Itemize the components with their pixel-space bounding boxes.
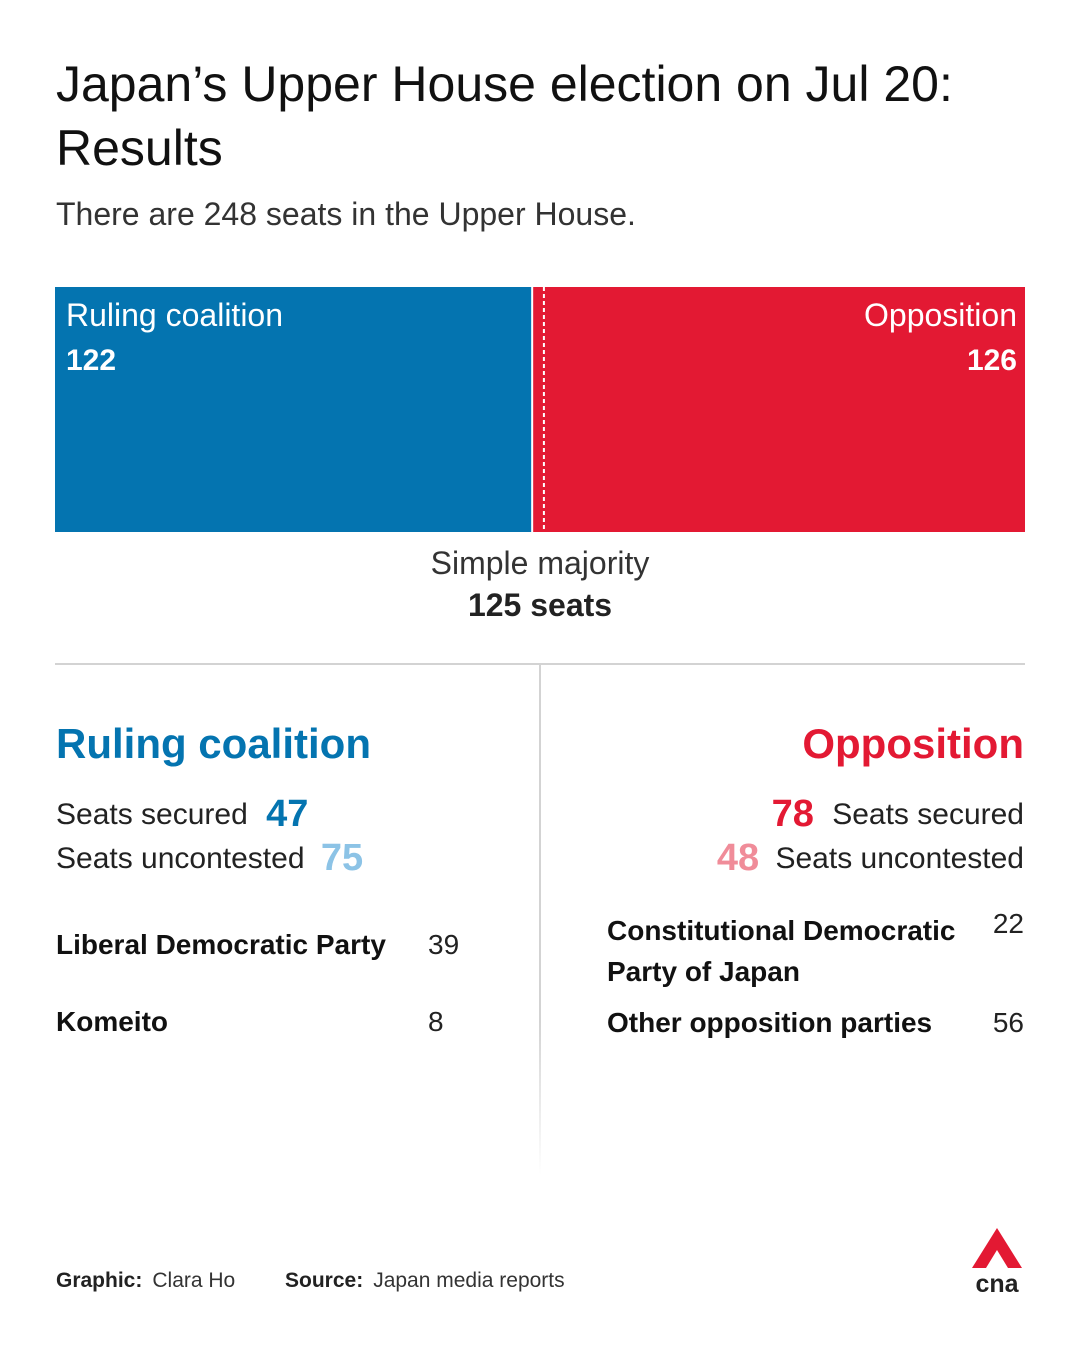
opposition-uncontested-value: 48	[716, 837, 760, 879]
party-komeito-seats: 8	[428, 1006, 444, 1037]
ruling-uncontested-value: 75	[320, 837, 364, 879]
chart-subtitle: There are 248 seats in the Upper House.	[56, 196, 636, 232]
source-credit-value: Japan media reports	[373, 1269, 565, 1292]
source-credit-label: Source:	[285, 1269, 364, 1292]
opposition-secured-row: 78 Seats secured	[772, 792, 1024, 837]
column-divider	[539, 665, 541, 1175]
source-credit: Source: Japan media reports	[285, 1267, 565, 1295]
party-cdp-name-line2: Party of Japan	[607, 956, 800, 987]
cna-logo-text: cna	[975, 1270, 1019, 1296]
party-cdp-name: Constitutional Democratic Party of Japan	[607, 910, 955, 992]
ruling-uncontested-label: Seats uncontested	[56, 842, 305, 875]
section-divider	[55, 663, 1025, 665]
party-other-seats: 56	[992, 1007, 1024, 1038]
opposition-uncontested-row: 48 Seats uncontested	[717, 836, 1024, 881]
party-cdp-name-line1: Constitutional Democratic	[607, 915, 956, 946]
majority-value: 125 seats	[467, 587, 613, 623]
party-ldp-name: Liberal Democratic Party	[56, 929, 386, 960]
opposition-secured-label: Seats secured	[832, 798, 1024, 831]
graphic-credit-label: Graphic:	[56, 1269, 143, 1292]
cna-logo: cna	[972, 1228, 1022, 1296]
graphic-credit-value: Clara Ho	[152, 1269, 236, 1292]
ruling-bar-value: 122	[66, 344, 117, 377]
ruling-secured-value: 47	[266, 793, 309, 835]
opposition-bar-label: Opposition	[864, 297, 1017, 333]
opposition-bar-value: 126	[966, 344, 1017, 377]
opposition-secured-value: 78	[771, 793, 814, 835]
seat-bar-chart: Ruling coalition 122 Opposition 126	[55, 287, 1025, 532]
ruling-title: Ruling coalition	[56, 720, 371, 767]
ruling-uncontested-row: Seats uncontested 75	[56, 836, 363, 881]
party-komeito-name: Komeito	[56, 1006, 168, 1037]
ruling-bar	[55, 287, 533, 532]
seat-bar-svg	[55, 287, 1025, 532]
chart-title: Japan’s Upper House election on Jul 20: …	[56, 56, 953, 176]
ruling-bar-label: Ruling coalition	[66, 297, 284, 333]
party-other-name: Other opposition parties	[607, 1007, 933, 1038]
opposition-bar	[532, 287, 1025, 532]
opposition-title: Opposition	[802, 720, 1024, 767]
majority-label: Simple majority	[430, 545, 650, 581]
party-ldp-seats: 39	[428, 929, 460, 960]
cna-logo-mark	[972, 1228, 1022, 1268]
graphic-credit: Graphic: Clara Ho	[56, 1267, 235, 1295]
ruling-secured-label: Seats secured	[56, 798, 248, 831]
party-cdp-seats: 22	[992, 908, 1024, 939]
opposition-uncontested-label: Seats uncontested	[775, 842, 1024, 875]
ruling-secured-row: Seats secured 47	[56, 792, 308, 837]
